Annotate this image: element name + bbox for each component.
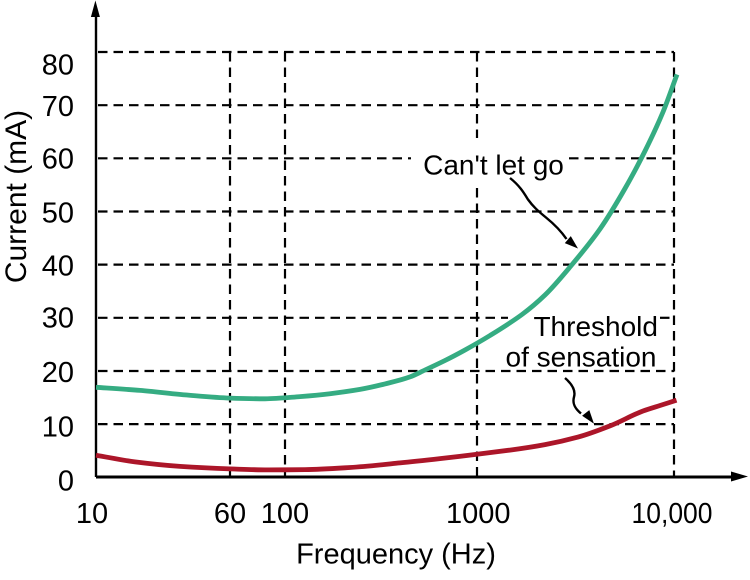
svg-text:20: 20 [42, 357, 74, 389]
svg-text:40: 40 [42, 251, 74, 283]
svg-text:80: 80 [42, 49, 74, 81]
svg-text:70: 70 [42, 91, 74, 123]
svg-text:Threshold: Threshold [533, 311, 658, 342]
svg-text:Can't let go: Can't let go [423, 150, 564, 181]
svg-text:10,000: 10,000 [632, 498, 713, 530]
svg-text:50: 50 [42, 198, 74, 230]
svg-text:10: 10 [42, 411, 74, 443]
svg-text:Current (mA): Current (mA) [0, 110, 33, 283]
svg-text:1000: 1000 [446, 498, 511, 530]
svg-text:60: 60 [42, 144, 74, 176]
svg-text:30: 30 [42, 303, 74, 335]
svg-text:10: 10 [76, 498, 108, 530]
svg-text:of sensation: of sensation [506, 342, 657, 373]
svg-text:Frequency (Hz): Frequency (Hz) [296, 539, 496, 571]
svg-text:0: 0 [58, 465, 74, 497]
svg-text:100: 100 [261, 498, 309, 530]
svg-text:60: 60 [214, 498, 246, 530]
